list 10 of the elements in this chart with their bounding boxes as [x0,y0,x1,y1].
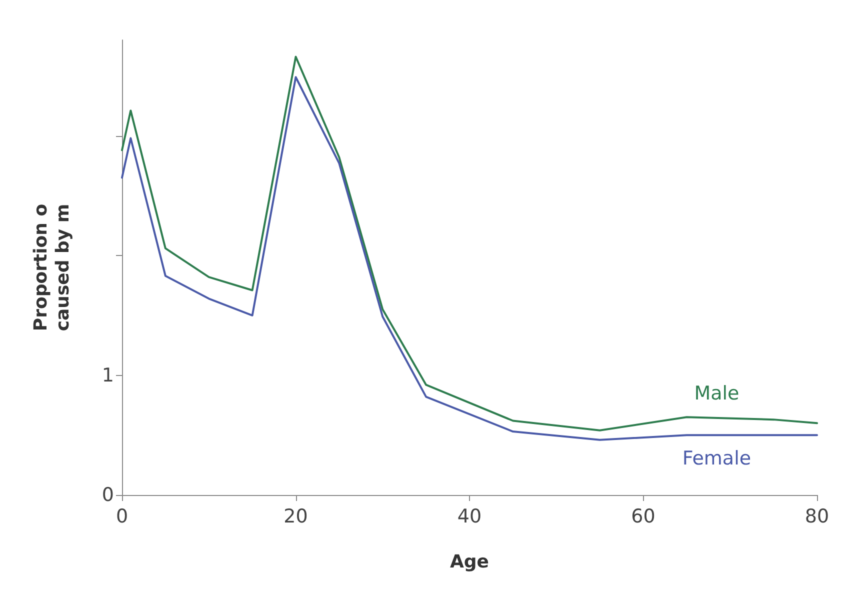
x-tick-label: 0 [116,506,128,528]
x-tick-label: 40 [457,506,482,528]
x-tick-label: 60 [631,506,656,528]
y-axis-title: Proportion o caused by m [30,204,74,332]
x-tick-label: 20 [284,506,308,528]
series-label: Male [694,382,740,405]
x-axis-title: Age [450,552,490,572]
x-tick-label: 80 [804,506,830,528]
series-label: Female [682,448,752,470]
y-tick-label: 1 [102,364,114,386]
